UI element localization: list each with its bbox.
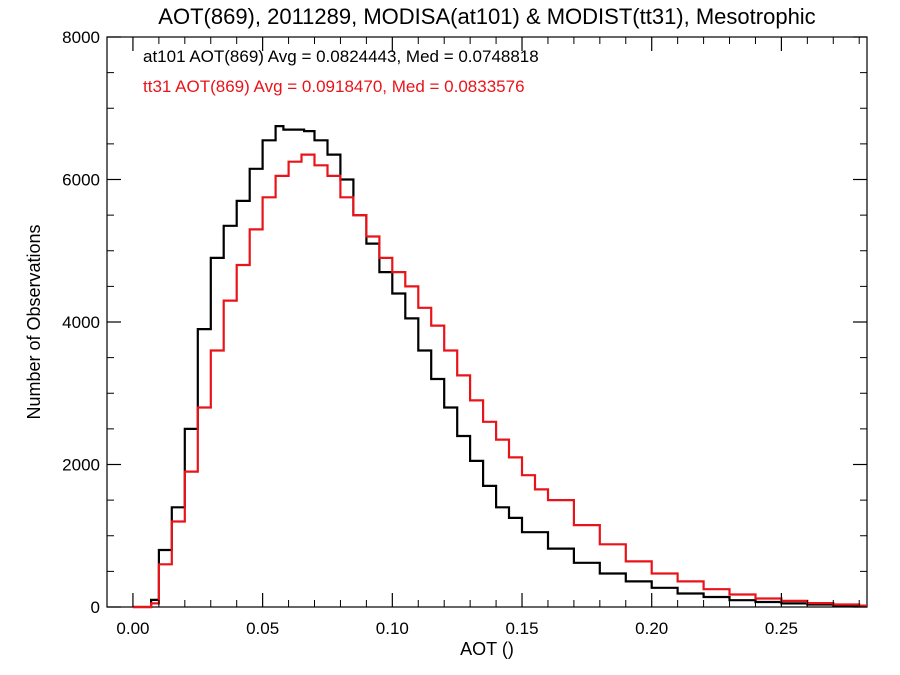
y-tick-label: 0 [91, 598, 100, 617]
axis-ticks [107, 36, 867, 608]
y-tick-label: 6000 [62, 171, 100, 190]
axis-tick-labels: 0.00 0.05 0.10 0.15 0.20 0.25 0 2000 4000 6000 800… [62, 28, 798, 638]
chart-title: AOT(869), 2011289, MODISA(at101) & MODIS… [158, 4, 815, 29]
x-tick-label: 0.00 [116, 619, 149, 638]
x-tick-label: 0.15 [505, 619, 538, 638]
series-layer [132, 125, 867, 609]
x-tick-label: 0.05 [246, 619, 279, 638]
x-axis-label: AOT () [460, 639, 514, 659]
annotation-at101-stats: at101 AOT(869) Avg = 0.0824443, Med = 0.… [143, 47, 539, 66]
annotation-tt31-stats: tt31 AOT(869) Avg = 0.0918470, Med = 0.0… [143, 77, 525, 96]
series-line-at101 [132, 125, 867, 609]
y-tick-label: 8000 [62, 28, 100, 47]
y-tick-label: 4000 [62, 313, 100, 332]
x-tick-label: 0.25 [765, 619, 798, 638]
x-tick-label: 0.20 [635, 619, 668, 638]
x-tick-label: 0.10 [376, 619, 409, 638]
plot-frame [106, 36, 868, 608]
y-tick-label: 2000 [62, 456, 100, 475]
series-line-tt31 [132, 153, 867, 609]
y-axis-label: Number of Observations [24, 224, 44, 419]
